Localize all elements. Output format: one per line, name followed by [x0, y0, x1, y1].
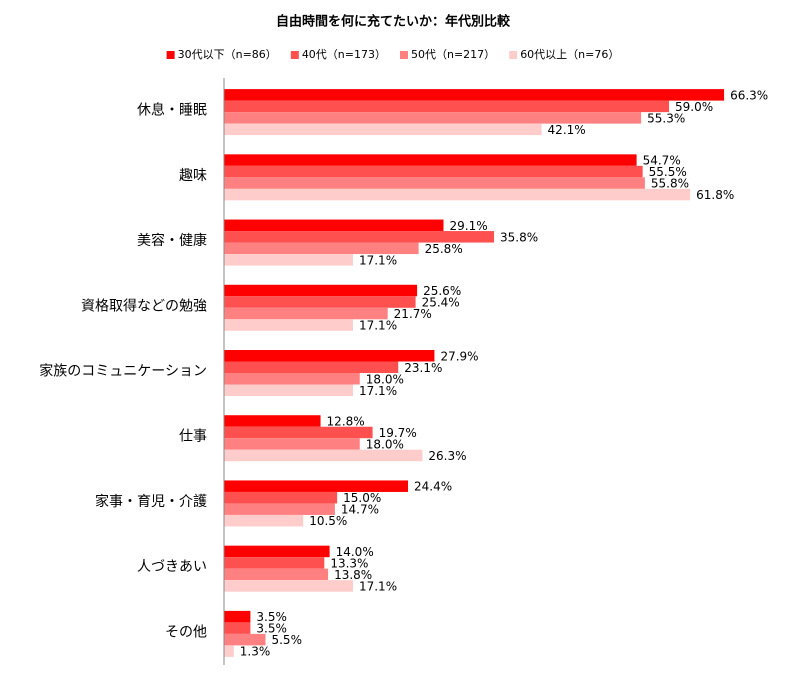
data-label: 3.5%: [256, 622, 287, 636]
data-label: 59.0%: [675, 100, 713, 114]
bar: [224, 123, 542, 136]
data-label: 3.5%: [256, 610, 287, 624]
bar: [224, 100, 670, 113]
chart-title: 自由時間を何に充てたいか：年代別比較: [276, 14, 511, 30]
bar: [224, 112, 642, 124]
data-label: 55.5%: [649, 165, 687, 179]
bar: [224, 307, 388, 320]
bar: [224, 319, 353, 331]
data-label: 14.0%: [336, 545, 374, 559]
data-label: 13.8%: [334, 568, 372, 582]
bar: [224, 622, 251, 634]
data-label: 25.8%: [425, 242, 463, 256]
data-label: 12.8%: [327, 414, 365, 428]
bar: [224, 219, 444, 232]
data-label: 29.1%: [449, 219, 487, 233]
bar: [224, 254, 353, 266]
data-label: 18.0%: [366, 372, 404, 386]
data-label: 17.1%: [359, 384, 397, 398]
data-label: 55.3%: [647, 111, 685, 125]
y-tick-label: 趣味: [179, 168, 207, 184]
bar: [224, 480, 409, 492]
data-label: 25.6%: [423, 284, 461, 298]
bar: [224, 503, 335, 515]
y-tick-label: 人づきあい: [137, 559, 207, 575]
y-tick-label: 仕事: [179, 429, 207, 445]
bar: [224, 284, 418, 297]
bar: [224, 633, 266, 646]
data-label: 18.0%: [366, 437, 404, 451]
data-label: 15.0%: [343, 491, 381, 505]
data-label: 27.9%: [440, 349, 478, 363]
bar: [224, 177, 645, 189]
data-label: 17.1%: [359, 579, 397, 593]
legend-label: 30代以下（n=86）: [178, 48, 277, 61]
data-label: 55.8%: [651, 177, 689, 191]
bar: [224, 188, 691, 201]
data-label: 14.7%: [341, 503, 379, 517]
bar: [224, 557, 325, 569]
legend-swatch: [400, 51, 408, 59]
data-label: 1.3%: [240, 645, 271, 659]
legend-label: 50代（n=217）: [411, 48, 495, 61]
bar: [224, 296, 416, 308]
bar: [224, 426, 373, 439]
data-label: 21.7%: [394, 307, 432, 321]
legend-label: 60代以上（n=76）: [520, 48, 619, 61]
bar: [224, 438, 360, 450]
bar: [224, 514, 304, 527]
bar: [224, 610, 251, 623]
data-label: 23.1%: [404, 361, 442, 375]
bar: [224, 350, 435, 362]
bar: [224, 545, 330, 558]
y-tick-label: その他: [165, 624, 207, 640]
bar: [224, 449, 423, 462]
data-label: 35.8%: [500, 230, 538, 244]
bar: [224, 373, 360, 385]
data-label: 5.5%: [271, 633, 302, 647]
data-label: 54.7%: [643, 154, 681, 168]
data-label: 42.1%: [548, 123, 586, 137]
bar: [224, 89, 725, 101]
data-label: 13.3%: [330, 556, 368, 570]
y-tick-label: 家族のコミュニケーション: [39, 363, 207, 380]
bar: [224, 361, 399, 373]
data-label: 66.3%: [730, 88, 768, 102]
data-label: 17.1%: [359, 319, 397, 333]
data-label: 19.7%: [379, 426, 417, 440]
data-label: 10.5%: [309, 514, 347, 528]
bar: [224, 242, 419, 255]
y-tick-label: 資格取得などの勉強: [81, 297, 207, 314]
bar: [224, 154, 637, 166]
bar: [224, 415, 321, 427]
bar: [224, 491, 338, 504]
bar: [224, 384, 353, 396]
y-tick-label: 美容・健康: [137, 232, 207, 249]
data-label: 61.8%: [696, 188, 734, 202]
data-label: 26.3%: [428, 449, 466, 463]
y-tick-label: 休息・睡眠: [137, 102, 207, 119]
bar: [224, 580, 353, 592]
y-tick-label: 家事・育児・介護: [95, 493, 207, 510]
legend-label: 40代（n=173）: [302, 48, 386, 61]
legend-swatch: [290, 51, 299, 59]
data-label: 24.4%: [414, 480, 452, 494]
bar: [224, 231, 495, 243]
bar: [224, 568, 329, 581]
legend-swatch: [166, 51, 175, 59]
data-label: 17.1%: [359, 253, 397, 267]
bar: [224, 645, 234, 657]
legend-swatch: [509, 51, 518, 59]
bar: [224, 165, 643, 178]
data-label: 25.4%: [422, 296, 460, 310]
